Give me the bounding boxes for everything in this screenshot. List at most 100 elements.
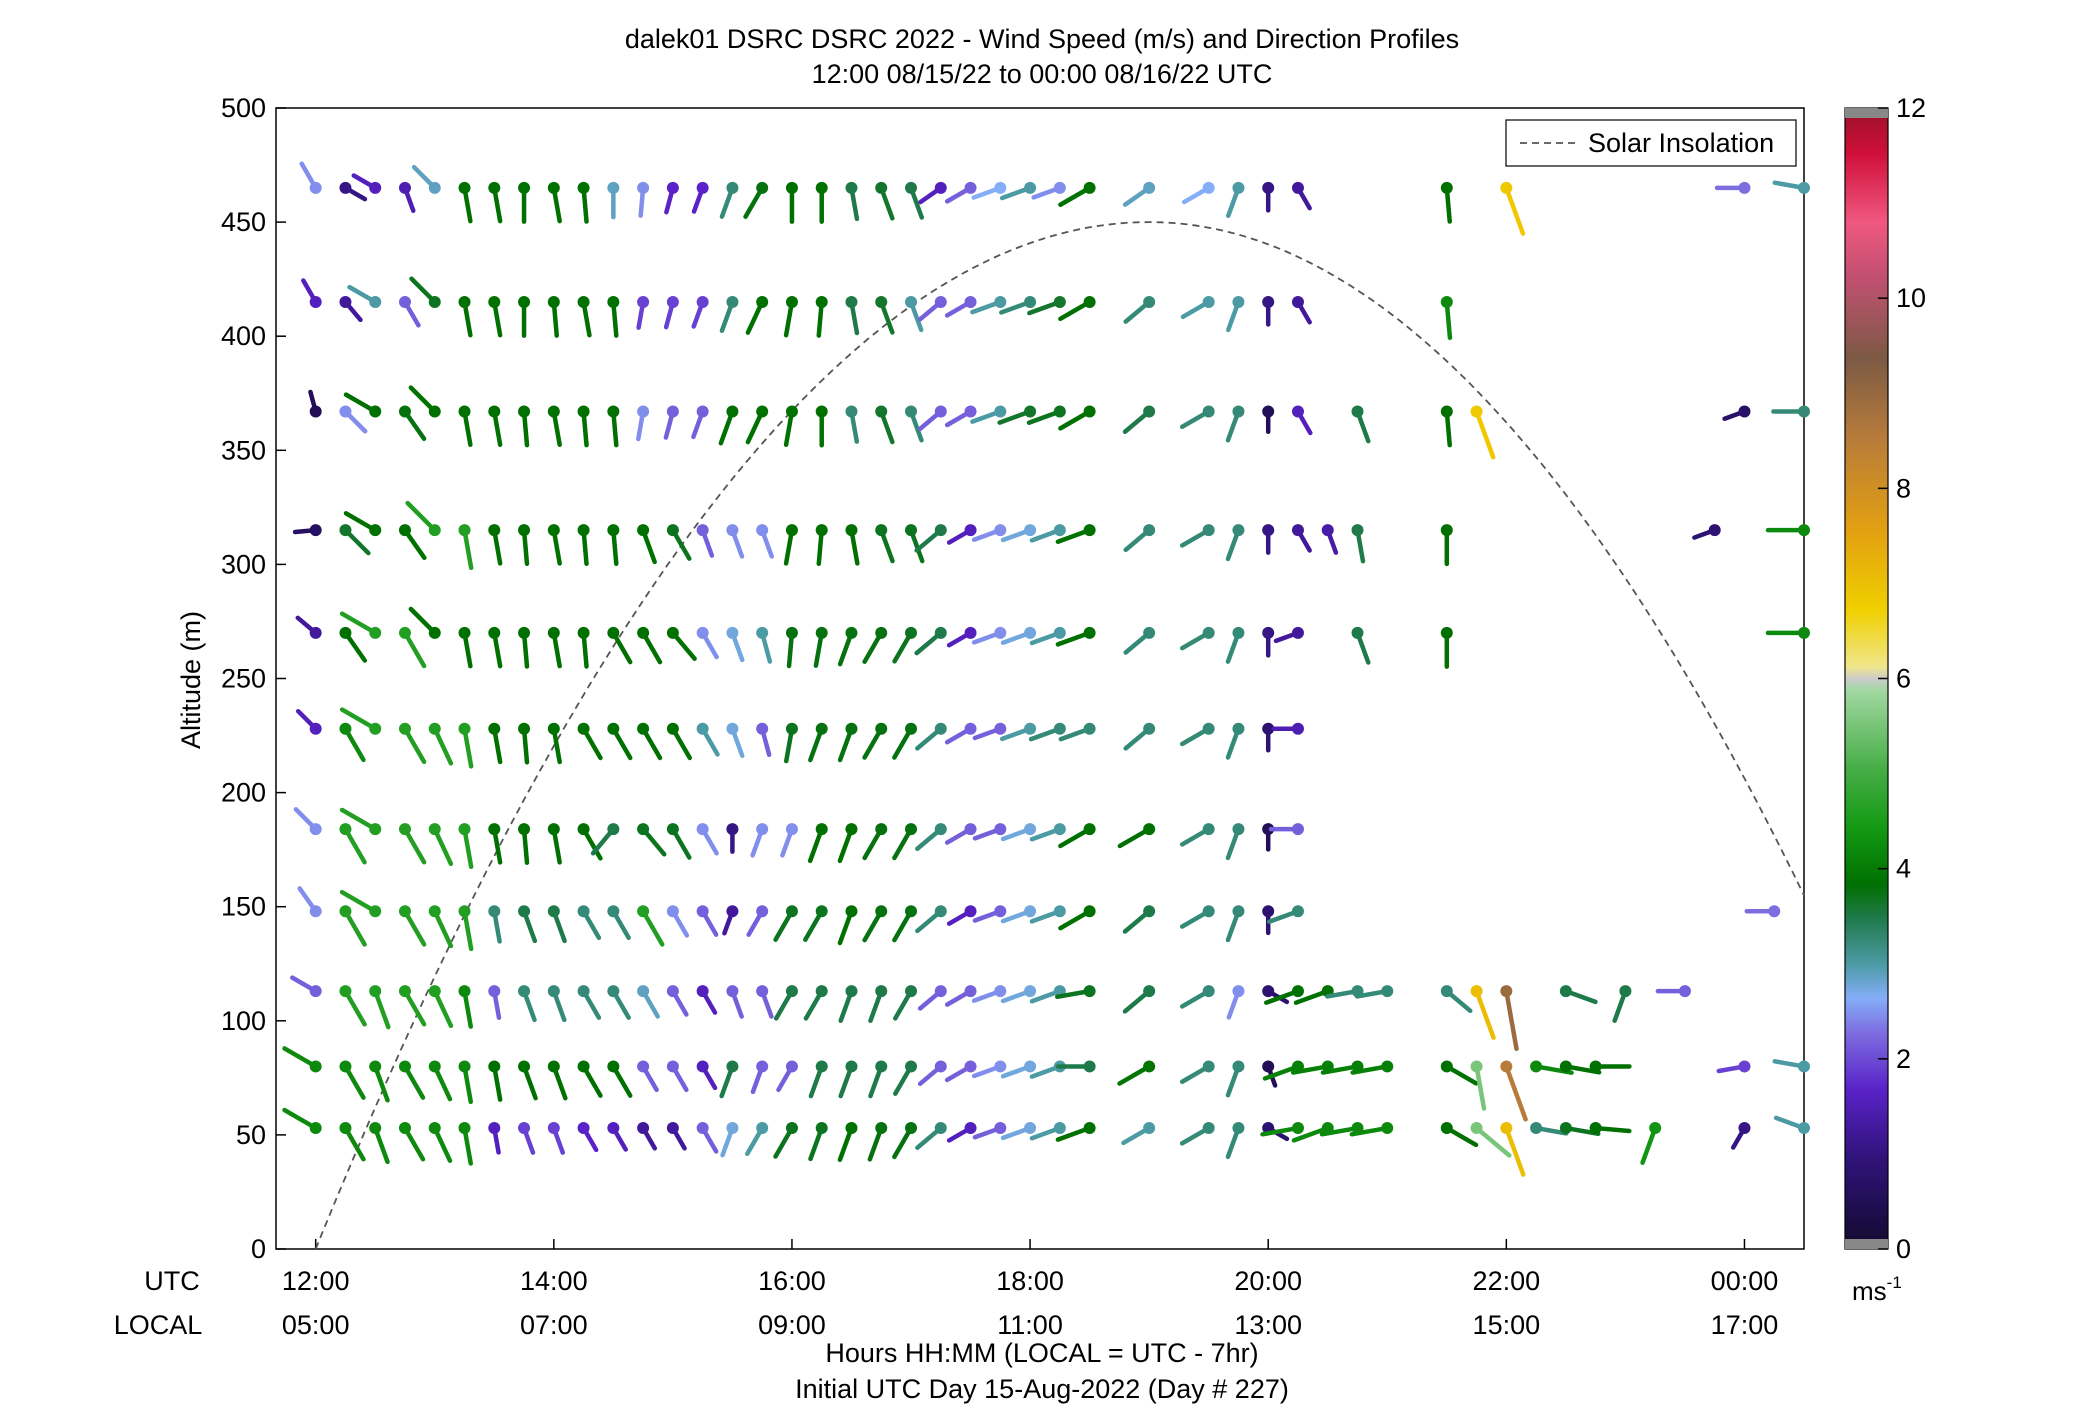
wind-barb [1349,1122,1394,1137]
wind-barb [292,524,322,537]
wind-barb [696,524,715,558]
wind-barb-shaft [343,726,366,763]
wind-barb [299,161,322,194]
wind-barb [1354,985,1394,999]
wind-barb [773,905,798,942]
wind-barb-dot [309,405,322,418]
wind-barb-dot [1083,1122,1096,1135]
wind-barb-dot [339,405,352,418]
wind-barb-dot [726,823,739,836]
wind-barb [1122,905,1156,934]
wind-barb [1225,524,1245,562]
wind-barb [893,1060,918,1096]
wind-barb [815,524,828,567]
wind-barb [1058,295,1096,322]
wind-barb-dot [726,1122,739,1135]
wind-barb [308,389,322,418]
wind-barb-dot [488,823,501,836]
wind-barb [577,405,590,448]
wind-barb [607,1122,628,1152]
wind-barb-dot [488,405,501,418]
wind-barb-dot [309,626,322,639]
wind-barb [339,295,363,323]
wind-barb [290,975,322,998]
wind-barb-dot [428,181,441,194]
wind-barb-dot [1530,1122,1543,1135]
wind-barb [339,889,382,918]
wind-barb-dot [488,1060,501,1073]
wind-barb-dot [518,524,531,537]
wind-barb-dot [309,985,322,998]
wind-barb-dot [339,181,352,194]
wind-barb [1266,905,1304,924]
wind-barb [547,823,562,865]
wind-barb [1179,823,1215,847]
wind-barb [905,295,924,333]
wind-barb [722,905,739,936]
wind-barb-dot [428,295,441,308]
wind-barb [1179,1122,1215,1146]
wind-barb [838,985,858,1023]
wind-barb [971,1060,1007,1079]
wind-barb [518,181,531,224]
wind-barb-shaft [405,500,437,533]
wind-barb [518,295,531,338]
wind-barb-dot [1083,905,1096,918]
wind-barb-dot [1738,1122,1751,1135]
wind-barb [636,405,650,442]
wind-barb-dot [905,626,918,639]
wind-barb [1291,524,1312,553]
wind-barb [1226,181,1245,219]
wind-barb-dot [518,626,531,639]
wind-barb [666,1122,687,1151]
wind-barb-dot [1291,985,1304,998]
wind-barb [845,295,860,336]
wind-barb-dot [518,405,531,418]
wind-barb-dot [1262,405,1275,418]
wind-barb [837,626,858,667]
wind-barb [1321,524,1339,555]
wind-barb [783,405,798,447]
wind-barb-dot [458,722,471,735]
wind-barb-shaft [1474,409,1496,460]
wind-barb [607,405,620,448]
wind-barb [666,626,697,661]
wind-barb [807,823,828,864]
wind-barb-dot [488,295,501,308]
wind-barb [838,1060,858,1099]
wind-barb [914,524,947,553]
wind-barb [691,405,709,440]
wind-barb [607,524,620,567]
wind-barb [1055,985,1096,1000]
wind-barb-dot [1440,524,1453,537]
wind-barb [458,405,473,447]
wind-barb-dot [488,1122,501,1135]
wind-barb [1123,524,1156,553]
wind-barb [773,985,798,1021]
wind-barb [745,405,769,445]
wind-barb-dot [1738,1060,1751,1073]
wind-barb-dot [1083,722,1096,735]
wind-barb-dot [756,823,769,836]
wind-barb-dot [637,722,650,735]
wind-barb [745,1122,769,1157]
wind-barb-dot [964,905,977,918]
wind-barb-dot [458,985,471,998]
wind-barb-dot [875,1060,888,1073]
wind-barb [750,823,769,858]
wind-barb-shaft [402,1125,426,1162]
wind-barb [1262,626,1275,658]
wind-barb-dot [1202,1060,1215,1073]
wind-barb-dot [964,524,977,537]
wind-barb-shaft [339,889,378,914]
wind-barb [1291,295,1312,325]
wind-barb-dot [845,905,858,918]
wind-barb-dot [666,181,679,194]
wind-barb-dot [1202,181,1215,194]
wind-barb [1000,905,1037,924]
wind-barb [547,295,560,338]
wind-barb-dot [666,524,679,537]
wind-barb [1291,181,1312,211]
wind-barb-dot [1053,823,1066,836]
